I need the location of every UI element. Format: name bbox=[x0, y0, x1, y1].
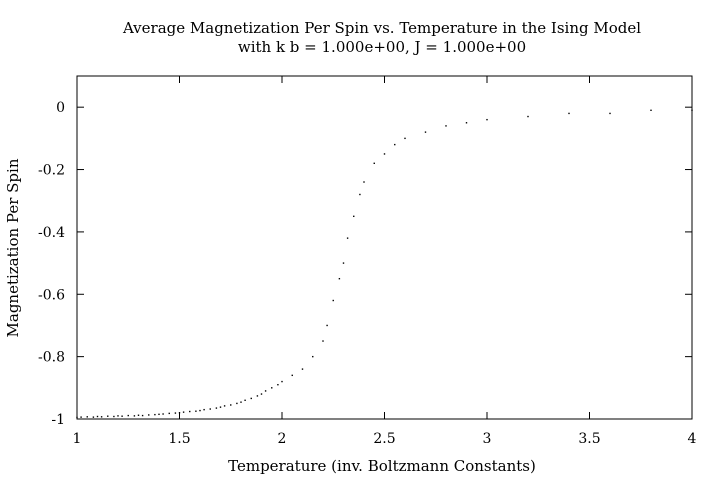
scatter-point bbox=[394, 143, 396, 146]
scatter-point bbox=[80, 416, 82, 418]
scatter-point bbox=[236, 402, 238, 405]
y-tick-label: -0.2 bbox=[38, 163, 65, 179]
scatter-point bbox=[154, 413, 156, 416]
scatter-point bbox=[609, 112, 611, 115]
scatter-point bbox=[424, 131, 427, 133]
scatter-point bbox=[326, 324, 328, 327]
scatter-point bbox=[277, 384, 279, 386]
scatter-point bbox=[445, 125, 447, 127]
scatter-point bbox=[168, 412, 170, 415]
scatter-point bbox=[383, 153, 386, 155]
scatter-point bbox=[121, 415, 123, 417]
x-tick-label: 2 bbox=[278, 431, 287, 447]
scatter-point bbox=[162, 413, 164, 415]
scatter-point bbox=[148, 414, 150, 416]
scatter-point bbox=[373, 162, 375, 165]
scatter-point bbox=[568, 112, 570, 115]
scatter-point bbox=[174, 412, 177, 414]
y-tick-label: -0.8 bbox=[38, 350, 65, 366]
scatter-point bbox=[158, 413, 160, 416]
scatter-point bbox=[260, 393, 263, 395]
scatter-point bbox=[264, 390, 267, 392]
x-tick-label: 3 bbox=[483, 431, 492, 447]
y-axis-label: Magnetization Per Spin bbox=[4, 158, 22, 337]
x-tick-label: 3.5 bbox=[578, 431, 600, 447]
scatter-point bbox=[527, 115, 529, 118]
scatter-point bbox=[178, 412, 181, 414]
scatter-point bbox=[203, 408, 205, 411]
x-axis-label: Temperature (inv. Boltzmann Constants) bbox=[228, 457, 536, 475]
y-axis-ticks: -1 -0.8 -0.6 -0.4 -0.2 0 bbox=[38, 100, 692, 428]
scatter-point bbox=[312, 355, 314, 358]
scatter-point bbox=[404, 137, 406, 140]
scatter-series bbox=[76, 109, 693, 419]
scatter-point bbox=[250, 397, 252, 400]
scatter-point bbox=[353, 215, 355, 218]
y-tick-label: -1 bbox=[51, 412, 65, 428]
x-tick-label: 2.5 bbox=[373, 431, 395, 447]
scatter-point bbox=[92, 416, 95, 418]
scatter-point bbox=[486, 118, 488, 121]
scatter-point bbox=[137, 414, 140, 416]
scatter-point bbox=[113, 415, 115, 418]
scatter-point bbox=[195, 410, 197, 412]
scatter-point bbox=[338, 277, 341, 280]
scatter-point bbox=[650, 109, 652, 111]
y-tick-label: -0.4 bbox=[38, 225, 65, 241]
y-tick-label: 0 bbox=[56, 100, 65, 116]
x-tick-label: 4 bbox=[688, 431, 697, 447]
x-axis-ticks: 1 1.5 2 2.5 3 3.5 4 bbox=[73, 76, 697, 447]
scatter-point bbox=[281, 380, 283, 383]
scatter-point bbox=[199, 409, 201, 412]
scatter-point bbox=[465, 122, 468, 124]
scatter-point bbox=[301, 368, 304, 370]
scatter-point bbox=[322, 340, 324, 342]
scatter-point bbox=[363, 181, 365, 183]
scatter-point bbox=[96, 415, 99, 418]
plot-area-frame bbox=[76, 75, 693, 420]
x-tick-label: 1 bbox=[73, 431, 82, 447]
scatter-point bbox=[691, 109, 693, 111]
scatter-point bbox=[133, 415, 136, 417]
scatter-point bbox=[332, 299, 334, 302]
scatter-point bbox=[271, 387, 273, 389]
scatter-point bbox=[209, 408, 211, 410]
scatter-point bbox=[141, 414, 144, 417]
scatter-point bbox=[223, 405, 226, 407]
scatter-point bbox=[342, 262, 345, 264]
scatter-point bbox=[117, 415, 119, 417]
scatter-point bbox=[359, 193, 361, 196]
scatter-point bbox=[244, 399, 246, 401]
scatter-point bbox=[230, 404, 232, 406]
scatter-point bbox=[346, 237, 349, 239]
scatter-point bbox=[189, 410, 191, 413]
scatter-point bbox=[107, 415, 109, 417]
scatter-point bbox=[215, 407, 218, 409]
scatter-point bbox=[100, 416, 103, 418]
scatter-point bbox=[127, 414, 129, 417]
scatter-point bbox=[86, 416, 88, 418]
chart-title: Average Magnetization Per Spin vs. Tempe… bbox=[122, 19, 641, 37]
scatter-point bbox=[76, 416, 78, 419]
chart-subtitle: with k b = 1.000e+00, J = 1.000e+00 bbox=[238, 38, 526, 56]
scatter-point bbox=[219, 406, 222, 408]
x-tick-label: 1.5 bbox=[168, 431, 190, 447]
y-tick-label: -0.6 bbox=[38, 287, 65, 303]
scatter-point bbox=[291, 374, 293, 377]
scatter-point bbox=[256, 395, 259, 397]
scatter-point bbox=[182, 411, 185, 413]
scatter-point bbox=[240, 401, 242, 403]
